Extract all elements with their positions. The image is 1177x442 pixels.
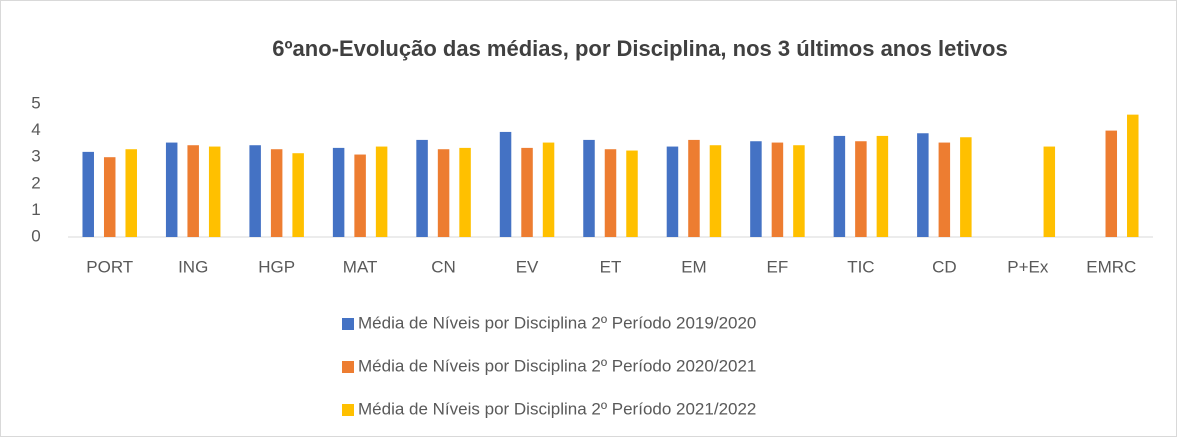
bar <box>270 149 283 237</box>
bar <box>917 133 929 237</box>
bar <box>437 149 450 237</box>
bar <box>771 142 784 237</box>
bar <box>125 149 137 237</box>
bar <box>103 157 116 237</box>
bar <box>82 151 94 237</box>
bar <box>249 145 261 237</box>
x-tick-label: EV <box>516 257 539 276</box>
x-tick-label: ET <box>600 257 622 276</box>
bar <box>499 131 512 237</box>
bar <box>709 145 722 237</box>
bar <box>876 135 889 237</box>
y-tick-label: 4 <box>31 120 40 139</box>
bar <box>208 146 221 237</box>
bar <box>459 147 471 237</box>
bar <box>1105 130 1118 237</box>
y-tick-label: 0 <box>31 226 40 245</box>
x-tick-label: EM <box>681 257 707 276</box>
bar <box>626 150 638 237</box>
legend-swatch <box>342 361 354 373</box>
bar <box>187 145 199 237</box>
bar <box>938 142 951 237</box>
x-tick-label: MAT <box>343 257 378 276</box>
x-tick-label: ING <box>178 257 208 276</box>
x-tick-label: PORT <box>86 257 133 276</box>
bar <box>332 147 345 237</box>
y-tick-label: 1 <box>31 200 40 219</box>
legend-label: Média de Níveis por Disciplina 2º Períod… <box>358 356 756 375</box>
x-tick-label: CD <box>932 257 957 276</box>
bar <box>542 142 555 237</box>
bar <box>793 145 805 237</box>
chart-title: 6ºano-Evolução das médias, por Disciplin… <box>272 36 1007 61</box>
y-tick-label: 5 <box>31 93 40 112</box>
bar <box>750 141 762 237</box>
x-tick-label: TIC <box>847 257 874 276</box>
bar <box>833 135 846 237</box>
x-tick-label: EMRC <box>1086 257 1136 276</box>
y-tick-label: 2 <box>31 173 40 192</box>
y-tick-label: 3 <box>31 147 40 166</box>
x-tick-label: CN <box>431 257 456 276</box>
bar <box>855 141 867 237</box>
bar <box>375 146 388 237</box>
bar <box>688 139 700 237</box>
bar <box>1127 114 1139 237</box>
bar <box>165 142 178 237</box>
x-tick-label: P+Ex <box>1007 257 1049 276</box>
legend-label: Média de Níveis por Disciplina 2º Períod… <box>358 313 756 332</box>
legend-label: Média de Níveis por Disciplina 2º Períod… <box>358 399 756 418</box>
bar <box>292 153 304 237</box>
bar <box>1043 146 1056 237</box>
bar <box>416 139 428 237</box>
bar <box>521 147 533 237</box>
bar <box>666 146 679 237</box>
bar <box>604 149 617 237</box>
bar <box>960 137 972 237</box>
x-tick-label: EF <box>767 257 789 276</box>
x-tick-label: HGP <box>258 257 295 276</box>
legend-swatch <box>342 318 354 330</box>
bar <box>354 154 366 237</box>
bar <box>583 139 595 237</box>
legend-swatch <box>342 404 354 416</box>
